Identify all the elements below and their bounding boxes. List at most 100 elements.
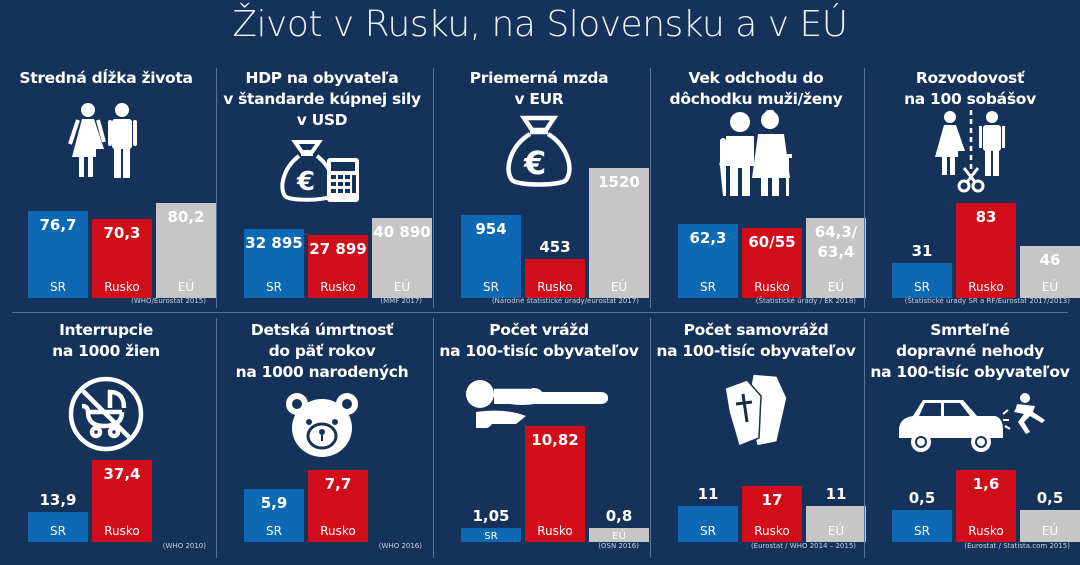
- bar-group: 11 SR 17 Rusko 11 EÚ: [650, 402, 866, 542]
- bar-eu: 64,3/ 63,4 EÚ: [806, 218, 866, 298]
- bar-value-label: 37,4: [103, 465, 141, 483]
- source-note: (Národné štatistické úrady/eurostat 2017…: [491, 297, 639, 305]
- bar-rusko: 1,6 Rusko: [956, 470, 1016, 542]
- panel-title: Počet vrážd na 100-tisíc obyvateľov: [439, 321, 639, 360]
- source-note: (WHO/Eurostat 2015): [131, 297, 206, 305]
- bar-eu: 40 890 EÚ: [372, 218, 432, 298]
- bar-category-label: EÚ: [1041, 280, 1059, 294]
- bar-category-label: SR: [914, 280, 930, 294]
- bar-category-label: Rusko: [754, 280, 790, 294]
- panel-title: Priemerná mzda v EUR: [469, 69, 609, 108]
- bar-category-label: SR: [700, 280, 716, 294]
- bar-value-label: 70,3: [103, 224, 141, 243]
- divorce-scissors-icon: [930, 110, 1010, 198]
- coffins-icon: [721, 372, 791, 452]
- bar-value-label: 64,3/ 63,4: [814, 223, 858, 261]
- source-note: (MMF 2017): [380, 297, 422, 305]
- bar-category-label: SR: [50, 524, 66, 538]
- bar-category-label: SR: [50, 280, 66, 294]
- bar-value-label: 76,7: [39, 215, 77, 234]
- stat-panel: Detská úmrtnosť do päť rokov na 1000 nar…: [216, 316, 428, 564]
- bar-sr: 1,05 SR: [461, 507, 521, 542]
- source-note: (Štatistické úrady / EK 2018): [755, 297, 856, 305]
- bar-category-label: SR: [266, 280, 282, 294]
- bar-value-label: 32 895: [245, 234, 303, 253]
- stat-panel: Počet vrážd na 100-tisíc obyvateľov 1,05 S…: [433, 316, 649, 564]
- source-note: (Eurostat / Statista.com 2015): [964, 542, 1070, 550]
- bar-eu: 0,8 EÚ: [589, 507, 649, 542]
- bar-group: 76,7 SR 70,3 Rusko 80,2 EÚ: [0, 158, 216, 298]
- bar-rusko: 17 Rusko: [742, 486, 802, 542]
- svg-text:€: €: [523, 144, 546, 182]
- column-divider: [864, 318, 865, 558]
- bar-value-label: 13,9: [39, 490, 77, 509]
- bar-eu: 80,2 EÚ: [156, 203, 216, 298]
- bar-group: 5,9 SR 7,7 Rusko: [216, 402, 428, 542]
- bar-rusko: 27 899 Rusko: [308, 234, 368, 298]
- panel-title: Rozvodovosť na 100 sobášov: [904, 69, 1036, 108]
- money-bag-calculator-icon: €: [277, 138, 367, 208]
- couple-icon: [66, 102, 146, 182]
- bar-value-label: 80,2: [167, 208, 205, 226]
- teddy-bear-icon: [285, 392, 359, 462]
- no-stroller-icon: [66, 374, 146, 458]
- bar-rusko: 60/55 Rusko: [742, 227, 802, 298]
- bar-value-label: 5,9: [260, 493, 288, 512]
- column-divider: [216, 68, 217, 308]
- bar-sr: 32 895 SR: [244, 229, 304, 298]
- bar-value-label: 17: [761, 491, 783, 509]
- bar-sr: 13,9 SR: [28, 491, 88, 542]
- bar-value-label: 1520: [598, 173, 640, 191]
- panel-title: Smrteľné dopravné nehody na 100-tisíc ob…: [870, 321, 1070, 381]
- page-title: Život v Rusku, na Slovensku a v EÚ: [232, 4, 848, 45]
- bar-category-label: EÚ: [1041, 524, 1059, 538]
- bar-rusko: 453 Rusko: [525, 238, 585, 298]
- bar-category-label: Rusko: [754, 524, 790, 538]
- bar-category-label: Rusko: [537, 280, 573, 294]
- panel-title: HDP na obyvateľa v štandarde kúpnej sily…: [223, 69, 421, 129]
- bar-sr: 31 SR: [892, 242, 952, 298]
- stat-panel: Smrteľné dopravné nehody na 100-tisíc ob…: [864, 316, 1080, 564]
- column-divider: [216, 318, 217, 558]
- bar-rusko: 7,7 Rusko: [308, 470, 368, 542]
- bar-category-label: EÚ: [177, 280, 195, 294]
- bar-category-label: Rusko: [104, 280, 140, 294]
- panel-title: Vek odchodu do dôchodku muži/ženy: [669, 69, 843, 108]
- stat-panel: Interrupcie na 1000 žien 13,9 SR 37,4 Rusko (…: [0, 316, 212, 564]
- source-note: (WHO 2016): [378, 542, 422, 550]
- bar-value-label: 62,3: [689, 229, 727, 248]
- column-divider: [433, 68, 434, 308]
- victim-body-icon: [464, 378, 614, 432]
- bar-category-label: Rusko: [104, 524, 140, 538]
- bar-category-label: EÚ: [612, 531, 626, 542]
- bar-value-label: 954: [475, 219, 507, 238]
- row-divider: [12, 312, 1068, 313]
- bar-value-label: 27 899: [309, 239, 367, 258]
- bar-eu: 0,5 EÚ: [1020, 489, 1080, 542]
- bar-value-label: 83: [975, 208, 997, 226]
- bar-sr: 62,3 SR: [678, 224, 738, 298]
- bar-category-label: Rusko: [968, 280, 1004, 294]
- bar-group: 32 895 SR 27 899 Rusko 40 890 EÚ: [216, 158, 432, 298]
- bar-category-label: SR: [483, 280, 499, 294]
- bar-value-label: 10,82: [531, 431, 579, 449]
- elderly-couple-icon: [716, 109, 796, 200]
- column-divider: [650, 318, 651, 558]
- bar-value-label: 40 890: [373, 223, 431, 241]
- bar-value-label: 31: [911, 241, 933, 260]
- stat-panel: Počet samovrážd na 100-tisíc obyvateľov 1…: [650, 316, 866, 564]
- bar-value-label: 453: [539, 238, 571, 256]
- panel-title: Interrupcie na 1000 žien: [52, 321, 160, 360]
- bar-rusko: 83 Rusko: [956, 203, 1016, 298]
- source-note: (Eurostat / WHO 2014 – 2015): [750, 542, 856, 550]
- column-divider: [864, 68, 865, 308]
- column-divider: [433, 318, 434, 558]
- bar-category-label: EÚ: [393, 280, 411, 294]
- bar-category-label: SR: [914, 524, 930, 538]
- stat-panel: HDP na obyvateľa v štandarde kúpnej sily…: [216, 64, 432, 312]
- bar-value-label: 0,5: [908, 489, 936, 508]
- bar-category-label: EÚ: [827, 280, 845, 294]
- stat-panel: Rozvodovosť na 100 sobášov 31 SR 83 Rusko 46 E…: [864, 64, 1080, 312]
- source-note: (OSN 2016): [598, 542, 639, 550]
- bar-rusko: 10,82 Rusko: [525, 426, 585, 542]
